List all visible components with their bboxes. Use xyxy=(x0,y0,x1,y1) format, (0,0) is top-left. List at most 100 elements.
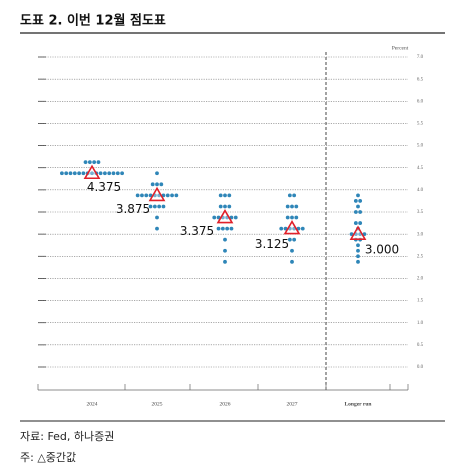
dot xyxy=(227,193,232,198)
dot xyxy=(356,248,360,253)
y-tick-label: 4.5 xyxy=(417,166,424,171)
dot xyxy=(111,171,116,176)
median-label: 4.375 xyxy=(87,180,121,194)
median-label: 3.375 xyxy=(180,224,214,238)
dot xyxy=(87,160,92,165)
dot xyxy=(140,193,144,198)
dot xyxy=(223,248,227,253)
median-marker xyxy=(83,164,101,180)
dot xyxy=(96,160,101,165)
dot xyxy=(290,259,294,264)
y-tick-label: 6.5 xyxy=(417,77,424,82)
dot xyxy=(216,226,221,231)
dot xyxy=(72,171,77,176)
median-label: 3.000 xyxy=(365,243,399,257)
dot xyxy=(225,226,230,231)
dot xyxy=(290,248,294,253)
dot xyxy=(292,237,297,242)
dot xyxy=(115,171,120,176)
dot xyxy=(287,237,292,242)
median-label: 3.125 xyxy=(255,237,289,251)
y-tick-label: 0.5 xyxy=(417,343,424,348)
dot xyxy=(83,160,88,165)
dot xyxy=(356,193,360,198)
y-tick-label: 3.5 xyxy=(417,210,424,215)
dot xyxy=(358,199,363,203)
dot xyxy=(212,215,217,220)
median-label: 3.875 xyxy=(116,202,150,216)
dot xyxy=(223,237,227,242)
dot xyxy=(64,171,69,176)
dot xyxy=(107,171,112,176)
dot xyxy=(294,215,299,220)
dot xyxy=(227,204,232,209)
x-tick-label: Longer run xyxy=(345,401,372,407)
dot xyxy=(353,221,358,225)
dot xyxy=(155,182,159,187)
dot xyxy=(159,182,164,187)
dot xyxy=(356,259,360,264)
dot xyxy=(229,226,234,231)
y-tick-label: 2.5 xyxy=(417,254,424,259)
dot xyxy=(144,193,149,198)
dot xyxy=(290,215,294,220)
dot xyxy=(223,259,227,264)
dot xyxy=(353,210,358,214)
x-tick-label: 2026 xyxy=(220,401,231,407)
dot xyxy=(358,221,363,225)
dot xyxy=(353,199,358,203)
dot xyxy=(287,193,292,198)
y-axis-label: Percent xyxy=(392,45,409,51)
dot xyxy=(60,171,64,176)
dot xyxy=(292,193,297,198)
note: 주: △중간값 xyxy=(20,451,76,464)
dot xyxy=(157,204,162,209)
dot xyxy=(135,193,140,198)
dot xyxy=(356,254,360,259)
x-tick-label: 2025 xyxy=(152,401,163,407)
median-marker xyxy=(349,225,367,240)
median-marker xyxy=(148,186,166,202)
y-tick-label: 3.0 xyxy=(417,232,424,237)
dot xyxy=(356,243,360,248)
source: 자료: Fed, 하나증권 xyxy=(20,429,114,443)
dot xyxy=(223,204,227,209)
dot xyxy=(174,193,179,198)
dot xyxy=(120,171,124,176)
dot xyxy=(279,226,284,231)
x-tick-label: 2027 xyxy=(287,401,298,407)
y-tick-label: 4.0 xyxy=(417,188,424,193)
y-tick-label: 1.0 xyxy=(417,321,424,326)
dot xyxy=(152,204,157,209)
dot xyxy=(285,215,290,220)
dot xyxy=(294,204,299,209)
dot xyxy=(170,193,174,198)
dot xyxy=(148,204,153,209)
dot xyxy=(77,171,81,176)
dot xyxy=(220,226,225,231)
dot xyxy=(155,171,159,176)
dot xyxy=(161,204,166,209)
median-marker xyxy=(216,208,234,224)
y-tick-label: 2.0 xyxy=(417,277,424,282)
dot xyxy=(223,193,227,198)
x-tick-label: 2024 xyxy=(87,401,98,407)
dot xyxy=(68,171,73,176)
y-tick-label: 5.5 xyxy=(417,122,424,127)
y-tick-label: 5.0 xyxy=(417,144,424,149)
dot xyxy=(98,171,103,176)
y-tick-label: 0.0 xyxy=(417,365,424,370)
dot xyxy=(290,204,294,209)
dot xyxy=(92,160,97,165)
dot xyxy=(218,193,223,198)
dot xyxy=(81,171,86,176)
y-tick-label: 6.0 xyxy=(417,99,424,104)
dot xyxy=(155,215,159,220)
dot xyxy=(165,193,170,198)
dot xyxy=(155,226,159,231)
median-marker xyxy=(283,220,301,235)
dot xyxy=(358,210,363,214)
title: 도표 2. 이번 12월 점도표 xyxy=(20,13,166,29)
dot xyxy=(356,204,360,209)
